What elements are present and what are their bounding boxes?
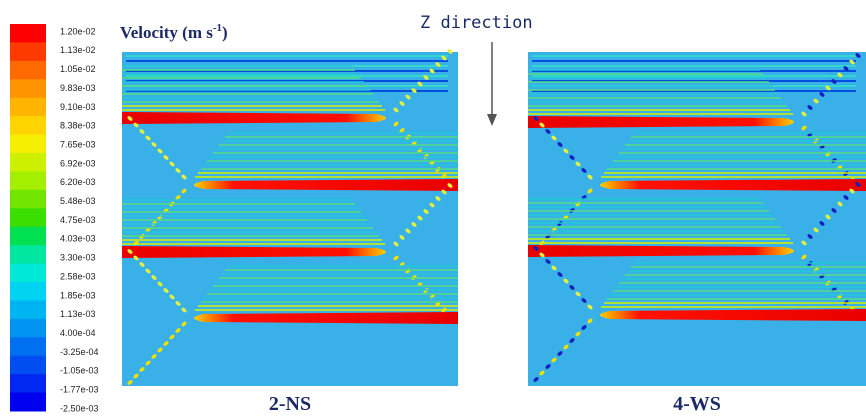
colorbar-swatch bbox=[10, 264, 46, 283]
colorbar-label: 4.00e-04 bbox=[60, 328, 96, 338]
page: Velocity (m s-1) Z direction 2-NS 4-WS 1… bbox=[0, 0, 866, 418]
colorbar-swatch bbox=[10, 135, 46, 154]
colorbar-label: 9.83e-03 bbox=[60, 83, 96, 93]
legend-title: Velocity (m s-1) bbox=[120, 22, 228, 42]
annotation: Z direction bbox=[420, 13, 533, 33]
colorbar-swatch bbox=[10, 42, 46, 61]
velocity-streak bbox=[600, 309, 866, 321]
colorbar-swatch bbox=[10, 300, 46, 319]
colorbar-swatch bbox=[10, 171, 46, 190]
legend-title-main: Velocity (m s bbox=[120, 23, 213, 42]
velocity-streak bbox=[528, 116, 794, 128]
colorbar-swatch bbox=[10, 116, 46, 135]
colorbar-label: 9.10e-03 bbox=[60, 102, 96, 112]
colorbar-swatch bbox=[10, 190, 46, 209]
figure: Velocity (m s-1) Z direction 2-NS 4-WS 1… bbox=[0, 0, 866, 418]
colorbar-swatch bbox=[10, 227, 46, 246]
arrow-head bbox=[487, 114, 497, 126]
colorbar-label: 4.03e-03 bbox=[60, 234, 96, 244]
legend-title-end: ) bbox=[222, 23, 228, 42]
colorbar-swatch bbox=[10, 356, 46, 375]
panel-label: 4-WS bbox=[673, 393, 721, 415]
colorbar-swatch bbox=[10, 337, 46, 356]
colorbar-label: 6.92e-03 bbox=[60, 158, 96, 168]
colorbar-swatch bbox=[10, 393, 46, 412]
legend-title-sup: -1 bbox=[213, 22, 222, 34]
colorbar-label: 8.38e-03 bbox=[60, 121, 96, 131]
velocity-streak bbox=[122, 112, 386, 124]
colorbar-label: -1.05e-03 bbox=[60, 366, 99, 376]
colorbar-label: 5.48e-03 bbox=[60, 196, 96, 206]
panel-label: 2-NS bbox=[269, 393, 311, 415]
colorbar-label: 2.58e-03 bbox=[60, 271, 96, 281]
colorbar-swatch bbox=[10, 374, 46, 393]
colorbar-swatch bbox=[10, 79, 46, 98]
colorbar-swatch bbox=[10, 208, 46, 227]
colorbar-swatch bbox=[10, 61, 46, 80]
colorbar-label: 4.75e-03 bbox=[60, 215, 96, 225]
colorbar-label: 1.05e-02 bbox=[60, 64, 96, 74]
velocity-streak bbox=[122, 246, 386, 258]
colorbar-label: 1.20e-02 bbox=[60, 26, 96, 36]
colorbar-label: 7.65e-03 bbox=[60, 139, 96, 149]
colorbar-label: 1.13e-02 bbox=[60, 45, 96, 55]
colorbar-label: 1.13e-03 bbox=[60, 309, 96, 319]
colorbar-swatch bbox=[10, 245, 46, 264]
colorbar-swatch bbox=[10, 153, 46, 172]
colorbar-swatch bbox=[10, 24, 46, 43]
colorbar-label: 6.20e-03 bbox=[60, 177, 96, 187]
colorbar-swatch bbox=[10, 98, 46, 117]
colorbar-label: -2.50e-03 bbox=[60, 403, 99, 413]
colorbar-swatch bbox=[10, 319, 46, 338]
velocity-streak bbox=[600, 179, 866, 191]
velocity-streak bbox=[194, 179, 458, 191]
colorbar-label: -1.77e-03 bbox=[60, 385, 99, 395]
contour-panel bbox=[122, 48, 458, 386]
velocity-streak bbox=[194, 312, 458, 324]
contour-panel bbox=[528, 52, 866, 386]
velocity-streak bbox=[528, 245, 794, 257]
colorbar-label: -3.25e-04 bbox=[60, 347, 99, 357]
colorbar-label: 3.30e-03 bbox=[60, 253, 96, 263]
colorbar-label: 1.85e-03 bbox=[60, 290, 96, 300]
colorbar-swatch bbox=[10, 282, 46, 301]
